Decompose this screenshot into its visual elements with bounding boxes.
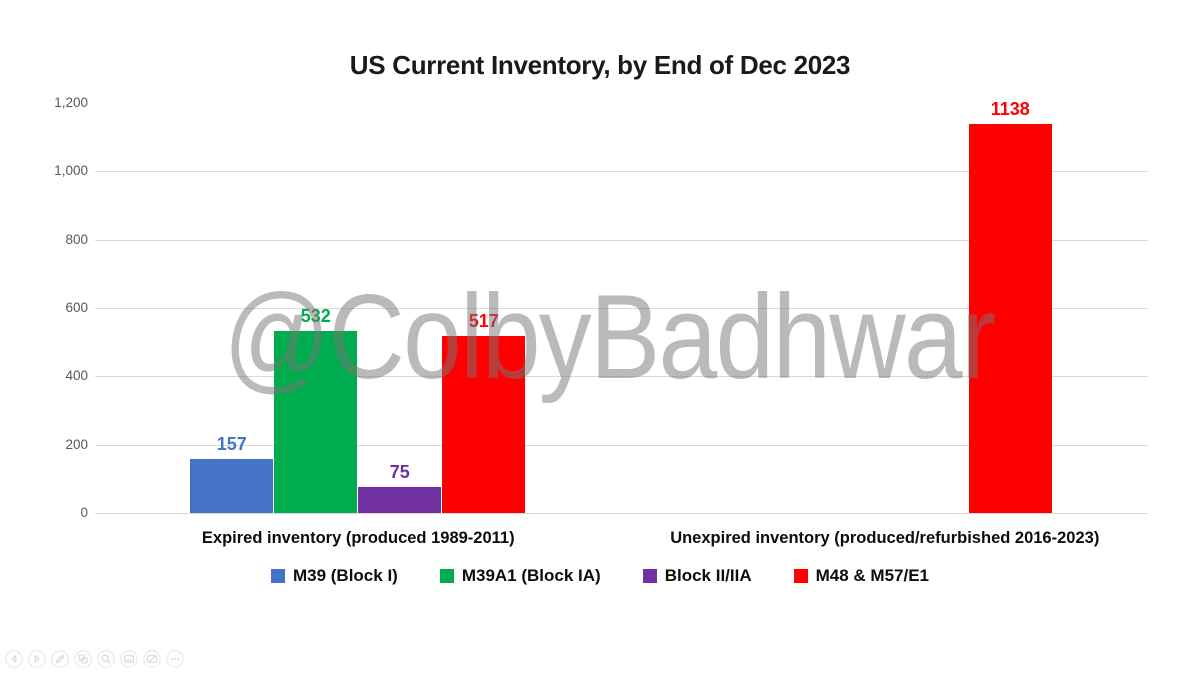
zoom-icon[interactable] bbox=[97, 650, 115, 668]
data-label: 75 bbox=[389, 462, 410, 483]
prev-icon[interactable] bbox=[5, 650, 23, 668]
gridline bbox=[95, 376, 1148, 378]
legend-swatch bbox=[793, 569, 808, 583]
legend-label: M39A1 (Block IA) bbox=[461, 566, 601, 585]
legend-label: M48 & M57/E1 bbox=[815, 566, 930, 585]
gridline bbox=[95, 444, 1148, 446]
gridline bbox=[95, 171, 1148, 173]
y-axis-tick-label: 800 bbox=[65, 231, 88, 247]
bar-m48-m57-e1 bbox=[968, 124, 1052, 513]
legend-item: M48 & M57/E1 bbox=[793, 566, 930, 586]
legend-swatch bbox=[270, 569, 285, 583]
hide-image-icon[interactable] bbox=[143, 650, 161, 668]
legend-swatch bbox=[642, 569, 657, 583]
y-axis-tick-label: 400 bbox=[65, 368, 88, 384]
y-axis-tick-label: 600 bbox=[65, 300, 88, 315]
category-label: Expired inventory (produced 1989-2011) bbox=[201, 529, 515, 547]
data-label: 157 bbox=[216, 434, 247, 455]
gridline bbox=[95, 513, 1148, 514]
more-icon[interactable] bbox=[166, 650, 184, 668]
legend-item: Block II/IIA bbox=[642, 566, 752, 586]
category-label: Unexpired inventory (produced/refurbishe… bbox=[670, 529, 1100, 547]
viewer-toolbar bbox=[5, 650, 184, 668]
bar-m48-m57-e1 bbox=[442, 336, 526, 513]
legend-item: M39A1 (Block IA) bbox=[439, 566, 601, 586]
gridline bbox=[95, 239, 1148, 241]
draw-icon[interactable] bbox=[51, 650, 69, 668]
next-icon[interactable] bbox=[28, 650, 46, 668]
bar-m39-block-i- bbox=[190, 459, 274, 513]
data-label: 517 bbox=[468, 311, 499, 332]
collage-icon[interactable] bbox=[74, 650, 92, 668]
y-axis-tick-label: 0 bbox=[80, 505, 88, 520]
chart-title: US Current Inventory, by End of Dec 2023 bbox=[349, 50, 851, 80]
y-axis-tick-label: 200 bbox=[65, 436, 88, 452]
bar-block-ii-iia bbox=[358, 487, 442, 513]
legend-item: M39 (Block I) bbox=[270, 566, 398, 586]
legend: M39 (Block I) M39A1 (Block IA) Block II/II… bbox=[0, 566, 1200, 586]
data-label: 1138 bbox=[990, 99, 1030, 120]
card-icon[interactable] bbox=[120, 650, 138, 668]
bar-m39a1-block-ia- bbox=[274, 331, 358, 513]
legend-label: Block II/IIA bbox=[664, 566, 752, 585]
y-axis-tick-label: 1,000 bbox=[54, 163, 88, 179]
data-label: 532 bbox=[300, 306, 331, 327]
gridline bbox=[95, 308, 1148, 309]
y-axis-tick-label: 1,200 bbox=[54, 95, 88, 110]
legend-label: M39 (Block I) bbox=[292, 566, 398, 585]
legend-swatch bbox=[439, 569, 454, 583]
